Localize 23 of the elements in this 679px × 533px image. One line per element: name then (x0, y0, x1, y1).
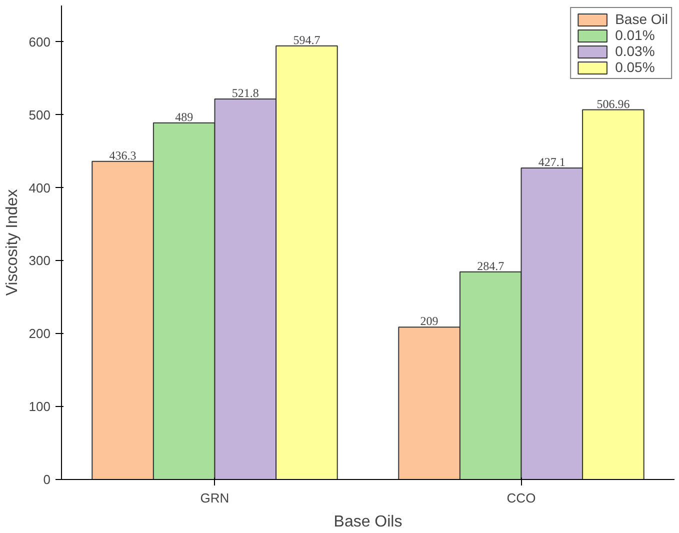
data-label: 427.1 (538, 155, 566, 170)
data-label: 284.7 (477, 258, 504, 273)
y-tick-label: 500 (28, 107, 51, 122)
legend-label: 0.01% (615, 27, 655, 43)
y-tick-label: 200 (28, 326, 51, 342)
data-label: 209 (420, 314, 438, 328)
x-tick-label: GRN (200, 490, 230, 506)
legend-label: 0.05% (615, 59, 655, 75)
y-tick-label: 300 (28, 253, 51, 268)
data-label: 594.7 (293, 32, 320, 47)
y-axis-title: Viscosity Index (4, 189, 21, 296)
data-label: 521.8 (232, 86, 259, 100)
legend-label: Base Oil (615, 11, 668, 27)
y-tick-label: 600 (28, 34, 51, 50)
y-tick-label: 400 (28, 180, 51, 196)
y-tick-label: 100 (28, 399, 51, 414)
x-tick-label: CCO (506, 490, 536, 506)
y-tick-label: 0 (43, 472, 51, 487)
data-label: 436.3 (109, 148, 136, 162)
data-label: 506.96 (596, 96, 630, 111)
x-axis-title: Base Oils (334, 514, 402, 530)
data-label: 489 (175, 110, 194, 124)
legend-label: 0.03% (615, 43, 655, 59)
